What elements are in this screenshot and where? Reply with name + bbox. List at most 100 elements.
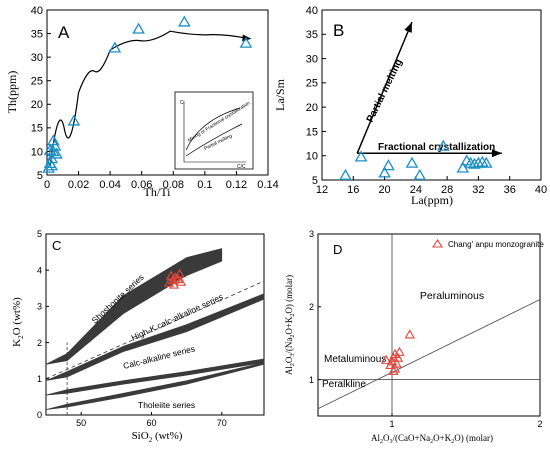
panel-c-dashed-divider-diagonal	[45, 280, 265, 380]
panel-b-data-point	[472, 156, 485, 168]
panel-d-peraluminous-label: Peraluminous	[420, 290, 484, 302]
panel-c-x-tick-label: 70	[217, 418, 227, 428]
panel-d-peralkline-label: Peralkline	[322, 379, 366, 390]
panel-a-x-tick-label: 0	[44, 179, 50, 191]
panel-b-x-tick-label: 12	[316, 184, 328, 196]
panel-b-x-tick-label: 40	[535, 184, 547, 196]
panel-a-inset-curve-lower	[185, 123, 243, 157]
panel-c-data-point	[163, 277, 175, 287]
panel-a-data-point	[67, 114, 81, 126]
panel-b-x-tick-label: 16	[347, 184, 359, 196]
panel-a-x-tick-label: 0.06	[131, 179, 152, 191]
panel-b-arrowhead-fractional	[491, 149, 502, 158]
panel-a-y-tick-label: 35	[31, 28, 43, 40]
panel-a-y-tick-label: 20	[31, 99, 43, 111]
panel-b-arrowhead-partial-melting	[404, 22, 412, 33]
panel-b-y-tick-label: 30	[306, 53, 318, 65]
panel-b-y-tick-label: 20	[306, 102, 318, 114]
panel-d-legend-label: Chang' anpu monzogranite	[448, 240, 544, 249]
panel-b-y-tick-label: 15	[306, 126, 318, 138]
panel-a-data-point	[178, 15, 191, 27]
panel-a-inset-curve-upper	[185, 107, 241, 151]
panel-c-high-k-boundary-band	[45, 293, 265, 381]
panel-b: B 12 16 20 24 28 32 36 40 5 10 15 20 25 30 35 40 Parti…	[273, 5, 547, 207]
panel-c-y-ticks: 0 1 2 3 4 5	[37, 229, 49, 420]
panel-b-data-point	[382, 159, 395, 171]
panel-d-x-label: Al2O3/(CaO+Na2O+K2O) (molar)	[371, 433, 493, 445]
panel-c-label: C	[52, 238, 61, 253]
panel-b-x-tick-label: 32	[472, 184, 484, 196]
panel-a-x-tick-label: 0.14	[257, 179, 278, 191]
panel-d-legend-marker	[431, 238, 444, 248]
panel-b-x-tick-label: 28	[441, 184, 453, 196]
panel-b-y-label: La/Sm	[273, 78, 287, 111]
panel-c-data-point	[166, 270, 177, 280]
panel-b-y-tick-label: 35	[306, 29, 318, 41]
panel-c-y-tick-label: 5	[37, 229, 42, 239]
panel-d-data-point	[388, 365, 399, 375]
panel-a-y-label: Th(ppm)	[5, 71, 19, 114]
panel-a-x-label: Th/Ti	[144, 185, 172, 199]
panel-a-data-point	[50, 147, 63, 159]
panel-a-data-point	[45, 159, 59, 171]
panel-b-points	[339, 139, 493, 180]
panel-a-inset-y-letter: C	[180, 100, 184, 106]
panel-a-data-point	[108, 41, 122, 53]
panel-b-fractional-label: Fractional crystallization	[378, 142, 495, 153]
panel-b-data-point	[405, 156, 419, 168]
panel-a-x-tick-label: 0.12	[226, 179, 247, 191]
panel-b-y-tick-label: 25	[306, 78, 318, 90]
panel-d-data-point	[389, 348, 401, 359]
panel-c-data-point	[168, 279, 180, 289]
panel-b-x-tick-label: 24	[410, 184, 422, 196]
panel-a-data-point	[132, 22, 145, 34]
panel-b-y-tick-label: 10	[306, 151, 318, 163]
panel-b-label: B	[333, 21, 344, 40]
panel-c-points	[163, 268, 187, 289]
panel-d-diagonal-boundary-line	[317, 299, 541, 410]
panel-d-y-tick-label: 3	[309, 229, 314, 239]
panel-b-frame	[321, 9, 542, 181]
panel-b-y-tick-label: 40	[306, 5, 318, 17]
panel-d-data-point	[404, 329, 416, 339]
panel-a-frame	[46, 9, 269, 176]
panel-c-y-tick-label: 2	[37, 338, 42, 348]
panel-c-y-tick-label: 3	[37, 302, 42, 312]
panel-a-y-tick-label: 10	[31, 146, 43, 158]
panel-c-frame	[45, 233, 265, 416]
panel-d-points	[380, 329, 416, 375]
panel-d-y-label: Al2O3/(Na2O+K2O) (molar)	[284, 275, 296, 375]
panel-b-arrow-partial-melting	[356, 21, 413, 154]
panel-b-y-ticks: 5 10 15 20 25 30 35 40	[306, 5, 326, 187]
panel-b-data-point	[468, 157, 481, 169]
panel-c-data-point	[174, 268, 185, 278]
panel-c-calc-alkaline-boundary-band	[45, 358, 265, 396]
panel-b-data-point	[339, 168, 352, 180]
panel-b-y-tick-label: 5	[312, 175, 318, 187]
panel-d-boundary-lines	[317, 234, 541, 416]
panel-b-x-tick-label: 36	[504, 184, 516, 196]
panel-c-y-tick-label: 0	[37, 410, 42, 420]
panel-d-data-point	[392, 352, 404, 362]
panel-a-y-tick-label: 40	[31, 5, 43, 17]
panel-d-metaluminous-label: Metaluminous	[324, 354, 386, 365]
panel-a-x-tick-label: 0.08	[163, 179, 184, 191]
panel-c-y-label: K2O (wt%)	[11, 297, 25, 347]
panel-d-data-point	[380, 354, 392, 364]
panel-c-tholeiite-label: Tholeiite series	[138, 400, 195, 410]
panel-c-y-tick-label: 1	[37, 374, 42, 384]
panel-b-x-tick-label: 20	[378, 184, 390, 196]
panel-c-y-tick-label: 4	[37, 265, 42, 275]
panel-d-data-point	[394, 346, 405, 356]
panel-d-y-ticks: 1 2 3	[309, 229, 321, 385]
panel-a-x-tick-label: 0.1	[197, 179, 212, 191]
panel-c-x-label: SiO2 (wt%)	[132, 430, 183, 444]
panel-a-y-tick-label: 25	[31, 76, 43, 88]
panel-a-x-tick-label: 0.02	[68, 179, 89, 191]
panel-d-x-tick-label: 2	[537, 419, 542, 429]
panel-a-points	[42, 15, 253, 173]
panel-d-y-tick-label: 2	[309, 302, 314, 312]
panel-d-label: D	[333, 242, 342, 257]
